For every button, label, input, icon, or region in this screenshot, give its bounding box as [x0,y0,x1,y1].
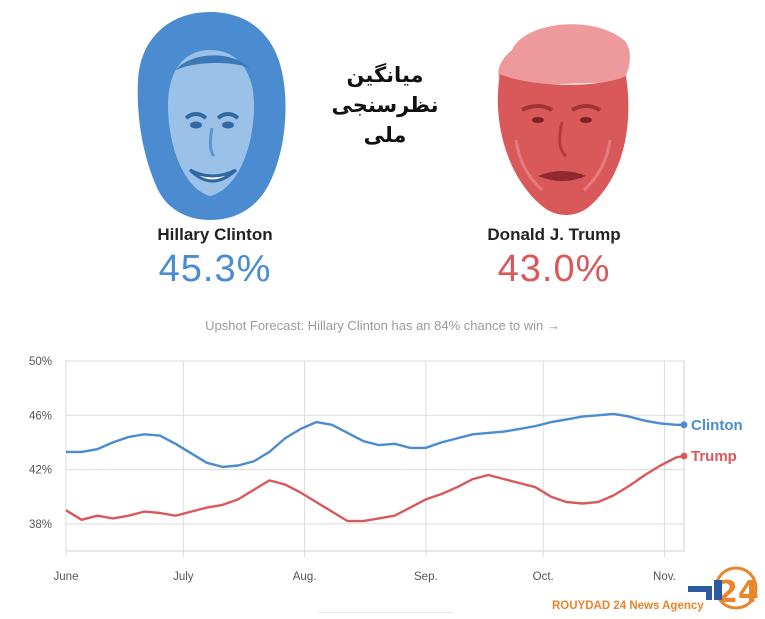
footer-divider [318,612,453,613]
trump-series-line [65,454,685,523]
svg-text:24: 24 [717,575,759,610]
y-tick-label: 38% [29,519,52,531]
trump-end-marker [680,452,688,460]
plot-frame [65,360,685,552]
clinton-name: Hillary Clinton [157,225,273,244]
clinton-series-line [66,412,684,469]
rouydad24-logo-icon: 24 [688,566,759,610]
x-tick-label: Aug. [293,571,317,583]
y-tick-label: 42% [29,465,52,477]
trump-name: Donald J. Trump [487,225,621,244]
x-tick-label: Sep. [414,571,438,583]
x-tick-label: July [173,571,194,583]
trump-portrait [497,24,630,215]
x-tick-label: Oct. [533,571,554,583]
x-tick-label: Nov. [653,571,676,583]
clinton-percent: 45.3% [158,248,272,290]
clinton-end-marker [680,421,688,429]
x-tick-label: June [54,571,79,583]
clinton-series-label: Clinton [691,417,743,434]
headline-national-polling-average: میانگین نظرسنجی ملی [331,63,439,147]
y-tick-label: 50% [29,356,52,368]
forecast-link[interactable]: Upshot Forecast: Hillary Clinton has an … [205,318,560,333]
watermark-text: ROUYDAD 24 News Agency [552,600,704,612]
y-tick-label: 46% [29,410,52,422]
polling-line-chart: 50% 46% 42% 38% June July Aug. Sep. Oct. Nov. Clin… [29,356,743,583]
clinton-portrait [137,12,286,220]
trump-percent: 43.0% [497,248,611,290]
trump-series-label: Trump [691,448,737,465]
